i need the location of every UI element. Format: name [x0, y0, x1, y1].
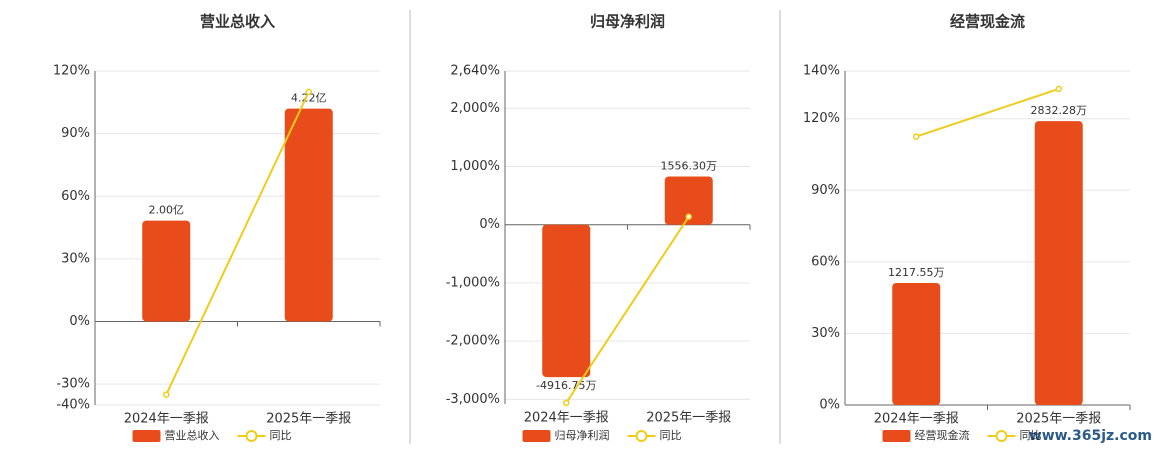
line [915, 87, 1060, 138]
y-tick-label: 140% [803, 64, 840, 79]
y-tick-label: 0% [69, 314, 90, 329]
legend-swatch [635, 430, 648, 442]
legend-swatch [995, 430, 1008, 442]
bar [664, 176, 713, 225]
bar [892, 282, 941, 405]
legend-swatch [882, 430, 911, 442]
data-label: 1556.30万 [661, 159, 718, 172]
watermark: www.365jz.com [1029, 428, 1152, 444]
y-tick-label: -30% [56, 377, 90, 392]
legend-swatch [522, 430, 551, 442]
y-tick-label: 1,000% [450, 159, 500, 174]
y-tick-label: -1,000% [446, 275, 500, 290]
y-tick-label: 90% [811, 183, 840, 198]
x-tick-label: 2024年一季报 [874, 412, 959, 427]
y-tick-label: -3,000% [446, 392, 500, 407]
legend-label: 同比 [270, 429, 292, 442]
x-tick-label: 2025年一季报 [646, 411, 731, 426]
bar [542, 224, 591, 378]
line-point [1055, 85, 1062, 93]
line-point [913, 133, 920, 140]
data-label: 4.22亿 [291, 92, 327, 105]
y-tick-label: 120% [53, 64, 90, 79]
y-tick-label: 30% [811, 326, 840, 341]
bar [142, 220, 191, 322]
x-tick-label: 2025年一季报 [266, 412, 351, 427]
legend-label: 营业总收入 [165, 428, 220, 442]
line [165, 91, 310, 395]
legend-label: 同比 [660, 429, 682, 442]
y-tick-label: 90% [61, 126, 90, 141]
data-label: 2.00亿 [149, 204, 185, 217]
x-tick-label: 2025年一季报 [1016, 412, 1101, 427]
data-label: 2832.28万 [1031, 104, 1088, 117]
y-tick-label: -40% [56, 398, 90, 413]
legend-swatch [245, 430, 258, 442]
legend-swatch [132, 430, 161, 442]
legend-label: 同比 [1020, 429, 1042, 442]
y-tick-label: 60% [811, 254, 840, 269]
chart-title: 归母净利润 [590, 13, 665, 31]
y-tick-label: 0% [819, 398, 840, 413]
x-tick-label: 2024年一季报 [524, 411, 609, 426]
line-point [563, 399, 570, 407]
bar [1034, 121, 1083, 405]
y-tick-label: 0% [479, 217, 500, 232]
line-point [305, 88, 312, 96]
chart-title: 经营现金流 [950, 13, 1025, 31]
line [565, 216, 690, 404]
y-tick-label: 2,000% [450, 101, 500, 116]
x-tick-label: 2024年一季报 [124, 412, 209, 427]
y-tick-label: 2,640% [450, 64, 500, 79]
data-label: 1217.55万 [888, 266, 945, 279]
legend-label: 经营现金流 [915, 428, 970, 442]
legend-label: 归母净利润 [555, 428, 610, 442]
chart-title: 营业总收入 [200, 13, 275, 31]
line-point [163, 391, 170, 398]
y-tick-label: 60% [61, 189, 90, 204]
data-label: -4916.75万 [536, 379, 596, 392]
y-tick-label: 120% [803, 111, 840, 126]
bar [284, 108, 333, 322]
y-tick-label: 30% [61, 251, 90, 266]
line-point [685, 213, 692, 220]
y-tick-label: -2,000% [446, 334, 500, 349]
